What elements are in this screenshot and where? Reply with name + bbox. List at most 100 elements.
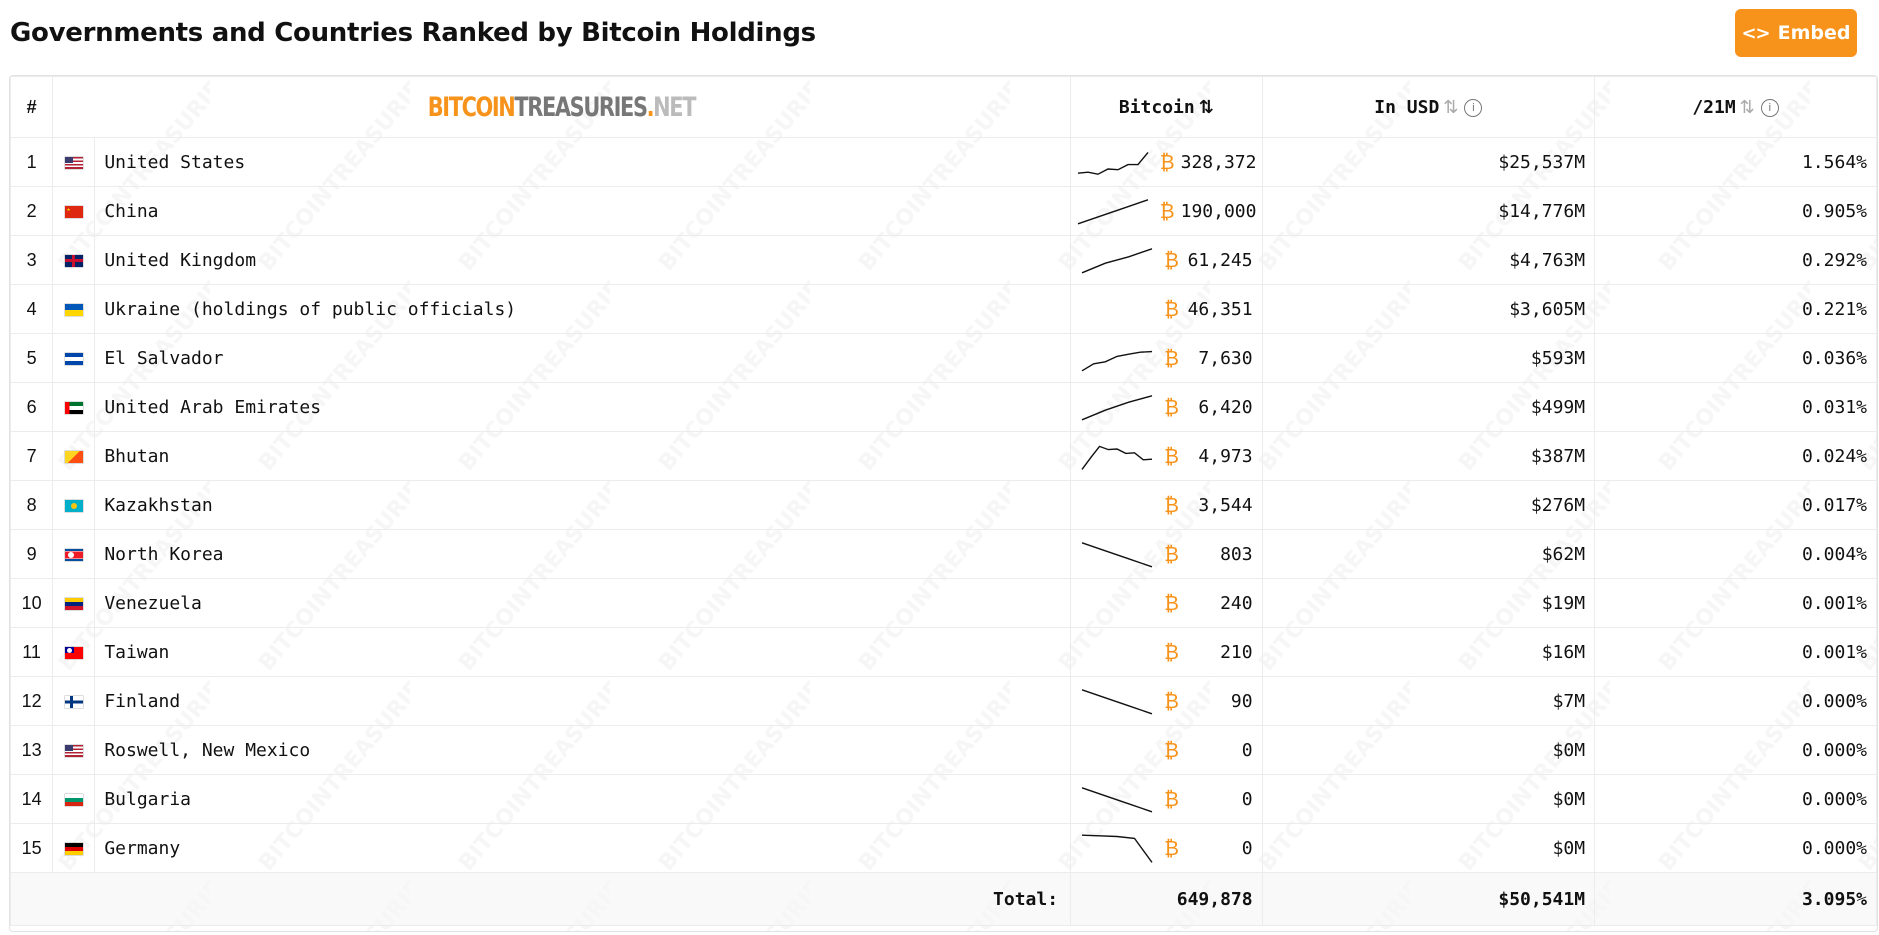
table-row[interactable]: 9 North Korea ₿ 803 $62M 0.004% [10, 529, 1877, 579]
entity-name[interactable]: United States [94, 137, 1072, 187]
entity-name[interactable]: Venezuela [94, 578, 1072, 628]
entity-name[interactable]: United Kingdom [94, 235, 1072, 285]
bitcoin-icon: ₿ [1164, 786, 1179, 811]
rank-cell: 4 [10, 284, 54, 334]
table-row[interactable]: 1 United States ₿ 328,372 $25,537M 1.564% [10, 137, 1877, 187]
trend-sparkline [1077, 199, 1149, 225]
total-label: Total: [10, 872, 1072, 926]
usd-value: $0M [1261, 823, 1596, 873]
trend-sparkline [1077, 151, 1149, 175]
flag-icon-ve [64, 597, 83, 610]
flag-icon-fi [64, 695, 83, 708]
bitcoin-icon: ₿ [1164, 688, 1179, 713]
bitcoin-amount: 0 [1241, 837, 1253, 859]
supply-percent: 0.221% [1594, 284, 1877, 334]
table-row[interactable]: 5 El Salvador ₿ 7,630 $593M 0.036% [10, 333, 1877, 383]
entity-name[interactable]: Bulgaria [94, 774, 1072, 824]
supply-percent: 0.292% [1594, 235, 1877, 285]
table-row[interactable]: 6 United Arab Emirates ₿ 6,420 $499M 0.03… [10, 382, 1877, 432]
bitcoin-cell: ₿ 4,973 [1070, 431, 1263, 481]
usd-column-header[interactable]: In USD ⇅ i [1261, 76, 1596, 138]
rank-cell: 9 [10, 529, 54, 579]
bitcoin-cell: ₿ 803 [1070, 529, 1263, 579]
info-icon[interactable]: i [1760, 98, 1779, 117]
bitcoin-amount: 210 [1220, 641, 1253, 663]
table-row[interactable]: 2 ★ China ₿ 190,000 $14,776M 0.905% [10, 186, 1877, 236]
entity-name[interactable]: Ukraine (holdings of public officials) [94, 284, 1072, 334]
flag-icon-de [64, 842, 83, 855]
entity-name[interactable]: Kazakhstan [94, 480, 1072, 530]
usd-value: $4,763M [1261, 235, 1596, 285]
supply-percent: 0.024% [1594, 431, 1877, 481]
table-row[interactable]: 11 Taiwan ₿ 210 $16M 0.001% [10, 627, 1877, 677]
entity-name[interactable]: Germany [94, 823, 1072, 873]
bitcoin-amount: 61,245 [1187, 249, 1253, 271]
flag-icon-us [64, 156, 83, 169]
bitcoin-icon: ₿ [1164, 639, 1179, 664]
rank-cell: 15 [10, 823, 54, 873]
total-percent: 3.095% [1594, 872, 1877, 926]
trend-sparkline-empty [1080, 291, 1154, 327]
flag-cell [52, 578, 96, 628]
entity-name[interactable]: China [94, 186, 1072, 236]
table-row[interactable]: 13 Roswell, New Mexico ₿ 0 $0M 0.000% [10, 725, 1877, 775]
bitcoin-cell: ₿ 61,245 [1070, 235, 1263, 285]
rank-header: # [10, 76, 54, 138]
bitcoin-cell: ₿ 0 [1070, 774, 1263, 824]
usd-value: $25,537M [1261, 137, 1596, 187]
flag-icon-ae [64, 401, 83, 414]
entity-name[interactable]: Taiwan [94, 627, 1072, 677]
sort-icon[interactable]: ⇅ [1443, 96, 1459, 118]
bitcoin-cell: ₿ 210 [1070, 627, 1263, 677]
trend-sparkline-empty [1080, 585, 1154, 621]
info-icon[interactable]: i [1464, 98, 1483, 117]
usd-value: $3,605M [1261, 284, 1596, 334]
table-row[interactable]: 3 United Kingdom ₿ 61,245 $4,763M 0.292% [10, 235, 1877, 285]
embed-label: Embed [1777, 22, 1851, 44]
bitcoin-icon: ₿ [1164, 492, 1179, 517]
supply-percent: 0.000% [1594, 823, 1877, 873]
usd-value: $7M [1261, 676, 1596, 726]
bitcoin-amount: 190,000 [1180, 200, 1257, 222]
bitcoin-amount: 803 [1220, 543, 1253, 565]
entity-name[interactable]: North Korea [94, 529, 1072, 579]
supply-percent: 0.001% [1594, 578, 1877, 628]
usd-value: $276M [1261, 480, 1596, 530]
sort-icon[interactable]: ⇅ [1198, 96, 1214, 118]
table-row[interactable]: 4 Ukraine (holdings of public officials)… [10, 284, 1877, 334]
bitcoin-cell: ₿ 328,372 [1070, 137, 1263, 187]
table-row[interactable]: 10 Venezuela ₿ 240 $19M 0.001% [10, 578, 1877, 628]
table-row[interactable]: 14 Bulgaria ₿ 0 $0M 0.000% [10, 774, 1877, 824]
bitcoin-column-header[interactable]: Bitcoin ⇅ [1070, 76, 1263, 138]
bitcoin-amount: 90 [1230, 690, 1253, 712]
table-row[interactable]: 7 Bhutan ₿ 4,973 $387M 0.024% [10, 431, 1877, 481]
bitcoin-amount: 0 [1241, 788, 1253, 810]
supply-column-header[interactable]: /21M ⇅ i [1594, 76, 1877, 138]
usd-value: $0M [1261, 725, 1596, 775]
sort-icon[interactable]: ⇅ [1739, 96, 1755, 118]
flag-icon-us [64, 744, 83, 757]
usd-value: $19M [1261, 578, 1596, 628]
table-row[interactable]: 8 Kazakhstan ₿ 3,544 $276M 0.017% [10, 480, 1877, 530]
bitcoin-icon: ₿ [1164, 541, 1179, 566]
entity-name[interactable]: Finland [94, 676, 1072, 726]
table-row[interactable]: 12 Finland ₿ 90 $7M 0.000% [10, 676, 1877, 726]
entity-name[interactable]: Bhutan [94, 431, 1072, 481]
supply-percent: 1.564% [1594, 137, 1877, 187]
entity-name[interactable]: El Salvador [94, 333, 1072, 383]
entity-name[interactable]: United Arab Emirates [94, 382, 1072, 432]
bitcoin-icon: ₿ [1159, 198, 1175, 223]
entity-name[interactable]: Roswell, New Mexico [94, 725, 1072, 775]
bitcoin-cell: ₿ 190,000 [1070, 186, 1263, 236]
embed-button[interactable]: <> Embed [1735, 9, 1857, 57]
usd-value: $62M [1261, 529, 1596, 579]
supply-percent: 0.000% [1594, 676, 1877, 726]
usd-value: $0M [1261, 774, 1596, 824]
rank-cell: 7 [10, 431, 54, 481]
table-row[interactable]: 15 Germany ₿ 0 $0M 0.000% [10, 823, 1877, 873]
code-icon: <> [1741, 22, 1770, 44]
supply-percent: 0.905% [1594, 186, 1877, 236]
flag-cell: ★ [52, 186, 96, 236]
usd-value: $387M [1261, 431, 1596, 481]
flag-icon-bt [64, 450, 83, 463]
